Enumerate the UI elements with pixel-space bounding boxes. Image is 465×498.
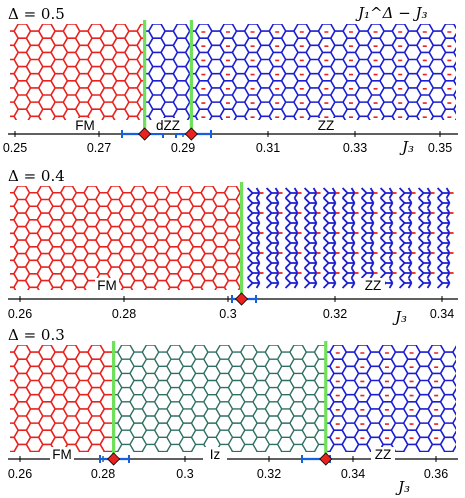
axis-tick-label: 0.36 xyxy=(424,467,448,481)
phase-label-fm: FM xyxy=(52,447,72,462)
phase-panel-3: 0.26 0.28 0.3 0.32 0.34 0.36 FM Iz ZZ Δ = 0.3 J₃ xyxy=(6,325,458,496)
phase-label-dzz: dZZ xyxy=(156,118,180,133)
phase-label-iz: Iz xyxy=(210,447,221,462)
lattice-fm xyxy=(10,186,242,290)
axis-tick-label: 0.26 xyxy=(8,307,32,321)
lattice-zz xyxy=(246,187,454,289)
axis-tick-label: 0.26 xyxy=(8,467,32,481)
axis-tick-label: 0.28 xyxy=(112,307,136,321)
axis-tick-label: 0.34 xyxy=(430,307,454,321)
axis-name: J₃ xyxy=(395,478,410,496)
delta-label: Δ = 0.5 xyxy=(8,5,65,23)
phase-label-zz: ZZ xyxy=(375,447,392,462)
model-label: J₁^Δ − J₃ xyxy=(355,4,428,22)
axis-tick-label: 0.32 xyxy=(323,307,347,321)
transition-marker xyxy=(234,292,249,306)
axis-tick-label: 0.31 xyxy=(256,141,280,155)
axis-tick-label: 0.29 xyxy=(171,141,195,155)
transition-marker xyxy=(107,452,121,466)
phase-label-fm: FM xyxy=(75,118,95,133)
axis-tick-label: 0.35 xyxy=(428,141,452,155)
lattice-iz xyxy=(113,345,326,452)
transition-marker xyxy=(184,127,198,141)
phase-panel-2: 0.26 0.28 0.3 0.32 0.34 FM ZZ Δ = 0.4 J₃ xyxy=(6,166,458,326)
transition-marker xyxy=(138,127,152,141)
lattice-zz xyxy=(191,24,456,120)
axis-tick-label: 0.33 xyxy=(343,141,367,155)
transition-marker xyxy=(319,452,333,466)
phase-label-zz: ZZ xyxy=(365,278,382,293)
lattice-zz xyxy=(325,345,457,452)
lattice-dzz xyxy=(144,24,192,120)
phase-panel-1: 0.25 0.27 0.29 0.31 0.33 0.35 FM dZZ ZZ Δ = 0.5 J₃ xyxy=(3,4,458,156)
axis-name: J₃ xyxy=(399,138,414,156)
axis-tick-label: 0.3 xyxy=(176,467,193,481)
delta-label: Δ = 0.3 xyxy=(8,326,65,344)
axis-tick-label: 0.3 xyxy=(219,307,236,321)
phase-label-fm: FM xyxy=(97,278,117,293)
axis-tick-label: 0.34 xyxy=(341,467,365,481)
axis-tick-label: 0.25 xyxy=(3,141,27,155)
axis-name: J₃ xyxy=(392,308,407,326)
axis-tick-label: 0.32 xyxy=(257,467,281,481)
axis-tick-label: 0.28 xyxy=(91,467,115,481)
delta-label: Δ = 0.4 xyxy=(8,167,65,185)
lattice-fm xyxy=(10,24,145,120)
axis-tick-label: 0.27 xyxy=(87,141,111,155)
phase-label-zz: ZZ xyxy=(318,118,335,133)
